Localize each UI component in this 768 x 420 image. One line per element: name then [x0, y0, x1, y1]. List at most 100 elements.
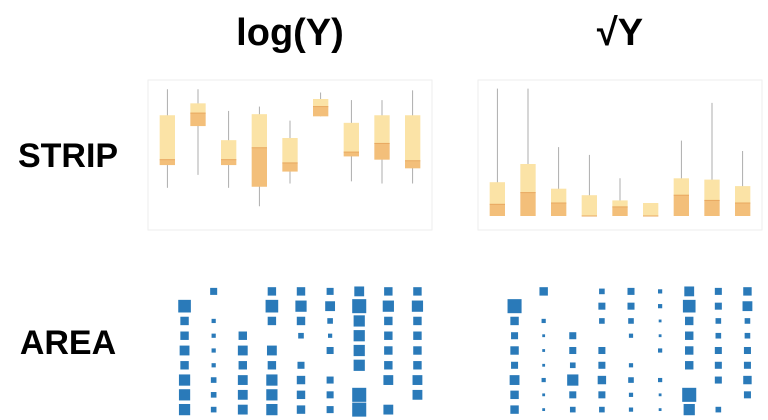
area-square: [742, 301, 753, 312]
area-square: [296, 287, 306, 296]
area-square: [511, 361, 519, 369]
area-square: [210, 392, 217, 398]
box-lower: [489, 204, 505, 216]
area-square: [352, 387, 367, 402]
area-square: [542, 349, 546, 352]
area-square: [413, 346, 422, 355]
area-square: [328, 333, 333, 338]
box-upper: [489, 182, 505, 205]
box-upper: [221, 140, 237, 160]
area-square: [658, 304, 663, 309]
area-square: [628, 377, 634, 383]
area-square: [569, 391, 577, 399]
box-lower: [520, 192, 536, 216]
area-square: [507, 299, 522, 314]
area-square: [599, 288, 605, 295]
area-square: [714, 361, 722, 369]
area-square: [296, 405, 306, 414]
area-square: [298, 332, 304, 339]
area-square: [598, 391, 606, 399]
area-square: [541, 318, 546, 324]
area-square: [542, 334, 546, 338]
area-square: [413, 287, 422, 296]
area-square: [180, 316, 189, 326]
area-square: [715, 318, 722, 324]
column-heading: √Y: [597, 12, 643, 54]
area-square: [511, 332, 519, 340]
area-square: [352, 299, 367, 314]
area-square: [743, 375, 752, 385]
box-upper: [612, 200, 628, 207]
area-square: [210, 287, 218, 295]
box-upper: [374, 115, 390, 144]
box-lower: [704, 200, 720, 216]
box-upper: [159, 115, 175, 160]
box-upper: [673, 178, 689, 196]
area-square: [178, 403, 191, 416]
box-upper: [282, 138, 298, 163]
area-square: [598, 302, 606, 310]
area-square: [327, 318, 333, 324]
area-square: [714, 302, 722, 310]
area-square: [627, 287, 635, 295]
area-square: [658, 334, 662, 338]
area-square: [599, 318, 605, 324]
area-square: [178, 299, 191, 313]
area-square: [510, 390, 519, 400]
area-square: [211, 348, 216, 353]
area-square: [384, 316, 393, 326]
area-square: [353, 359, 365, 371]
area-square: [542, 393, 546, 397]
row-heading: AREA: [20, 324, 116, 362]
area-square: [210, 406, 217, 413]
box-upper: [313, 99, 329, 107]
box-lower: [673, 195, 689, 216]
area-square: [682, 299, 696, 313]
area-square: [211, 333, 216, 338]
area-square: [413, 316, 422, 326]
area-square: [267, 287, 277, 296]
box-lower: [251, 147, 267, 187]
area-square: [542, 408, 546, 412]
area-square: [628, 333, 634, 338]
area-square: [683, 403, 695, 416]
area-square: [685, 361, 694, 370]
area-square: [509, 375, 520, 385]
area-square: [297, 361, 305, 369]
area-square: [354, 286, 365, 297]
area-square: [714, 287, 722, 295]
box-lower: [405, 160, 421, 169]
area-square: [628, 392, 634, 397]
area-square: [743, 287, 752, 296]
area-square: [352, 402, 367, 417]
area-square: [265, 299, 279, 313]
area-square: [567, 374, 579, 386]
area-square: [238, 331, 247, 340]
area-square: [413, 331, 422, 340]
area-square: [658, 408, 662, 412]
area-square: [412, 389, 423, 400]
area-square: [510, 316, 519, 326]
area-square: [326, 287, 334, 295]
box-upper: [343, 122, 359, 153]
area-square: [685, 346, 694, 355]
area-square: [353, 315, 365, 327]
area-square: [714, 376, 722, 384]
area-square: [237, 345, 248, 356]
area-square: [325, 301, 336, 312]
area-square: [295, 300, 307, 312]
area-square: [569, 406, 576, 413]
box-upper: [405, 115, 421, 161]
box-upper: [704, 179, 720, 201]
area-square: [658, 348, 663, 353]
area-square: [266, 345, 277, 356]
area-square: [296, 316, 306, 326]
area-square: [237, 404, 248, 415]
area-square: [384, 331, 393, 340]
area-square: [413, 361, 422, 370]
area-square: [627, 302, 635, 310]
box-upper: [251, 114, 267, 148]
area-square: [744, 332, 751, 339]
area-square: [211, 318, 216, 324]
